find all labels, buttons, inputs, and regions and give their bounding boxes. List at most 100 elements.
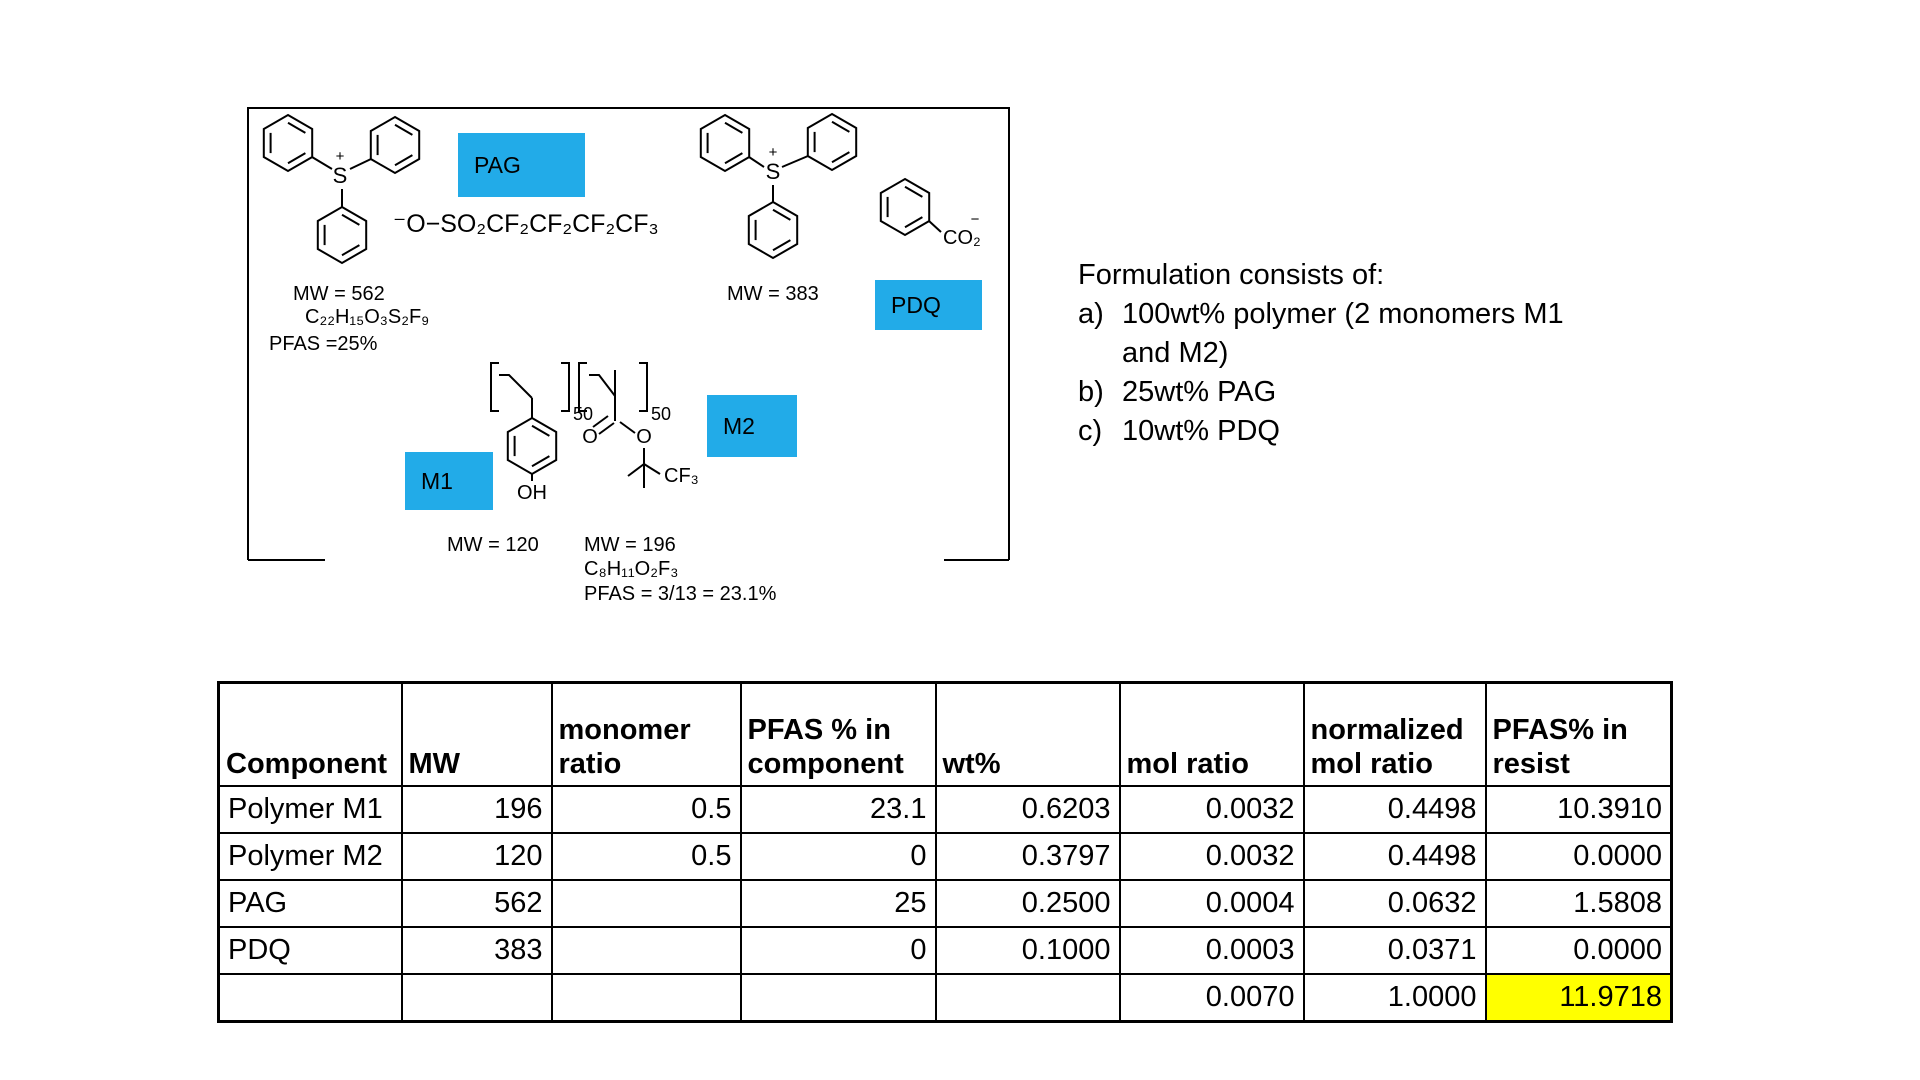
item-text-line: 25wt% PAG [1122, 376, 1277, 408]
table-cell: 0.0003 [1118, 926, 1305, 975]
table-cell: Polymer M2 [217, 832, 403, 881]
plus-charge-label: + [769, 144, 778, 161]
item-marker: a) [1078, 298, 1104, 330]
table-cell [550, 926, 742, 975]
table-row-polymer-m2: Polymer M2 120 0.5 0 0.3797 0.0032 0.449… [217, 832, 1673, 881]
pag-cation-structure: S + [262, 114, 421, 264]
table-cell: 0.0000 [1484, 832, 1673, 881]
table-cell: 0.1000 [934, 926, 1121, 975]
column-header-component: Component [217, 681, 403, 787]
m1-label-chip: M1 [405, 452, 493, 510]
header-row: Component MW monomer ratio PFAS % in com… [217, 681, 1673, 787]
item-text-line: 10wt% PDQ [1122, 415, 1280, 447]
table-cell: 120 [400, 832, 553, 881]
chemical-structures-svg: S + S + CO₂ − [247, 107, 1010, 561]
structure-box-outline [247, 107, 1010, 561]
carbonyl-oxygen-label: O [582, 426, 598, 448]
carboxylate-label: CO₂ [943, 227, 981, 249]
table-cell: 0.0371 [1302, 926, 1487, 975]
formulation-item-c: c) 10wt% PDQ [1078, 412, 1658, 451]
table-row-pag: PAG 562 25 0.2500 0.0004 0.0632 1.5808 [217, 879, 1673, 928]
repeat-bracket [490, 362, 499, 412]
item-marker: c) [1078, 415, 1103, 447]
column-header-normalized-mol-ratio: normalized mol ratio [1302, 681, 1487, 787]
pdq-label-chip: PDQ [875, 280, 982, 330]
table-cell [934, 973, 1121, 1023]
benzene-ring [747, 201, 799, 259]
benzene-ring [262, 114, 314, 172]
pdq-benzoate-structure: CO₂ − [879, 178, 981, 249]
benzene-ring [699, 114, 751, 172]
table-cell: 0 [739, 832, 937, 881]
pag-pfas-label: PFAS =25% [269, 333, 378, 355]
benzene-ring [806, 113, 858, 171]
formulation-item-b: b) 25wt% PAG [1078, 373, 1658, 412]
table-cell: 1.0000 [1302, 973, 1487, 1023]
table-cell: 562 [400, 879, 553, 928]
table-cell: 0 [739, 926, 937, 975]
table-cell [217, 973, 403, 1023]
item-text: 25wt% PAG [1122, 373, 1276, 412]
table-cell: 0.2500 [934, 879, 1121, 928]
m2-formula-label: C₈H₁₁O₂F₃ [584, 558, 679, 580]
table-cell: 0.5 [550, 785, 742, 834]
column-header-mol-ratio: mol ratio [1118, 681, 1305, 787]
column-header-monomer-ratio: monomer ratio [550, 681, 742, 787]
pag-formula-label: C₂₂H₁₅O₃S₂F₉ [305, 306, 430, 328]
table-cell: Polymer M1 [217, 785, 403, 834]
sulfur-atom-label: S [333, 163, 348, 188]
sulfur-atom-label: S [766, 159, 781, 184]
column-header-pfas-in-resist: PFAS% in resist [1484, 681, 1673, 787]
table-row-total: 0.0070 1.0000 11.9718 [217, 973, 1673, 1023]
table-cell: 0.3797 [934, 832, 1121, 881]
table-row-polymer-m1: Polymer M1 196 0.5 23.1 0.6203 0.0032 0.… [217, 785, 1673, 834]
table-cell: 0.0032 [1118, 785, 1305, 834]
table-cell: 0.0632 [1302, 879, 1487, 928]
table-cell: 0.0004 [1118, 879, 1305, 928]
benzene-ring [316, 206, 368, 264]
benzene-ring [879, 178, 931, 236]
monomer-m2-structure: O O CF₃ 50 [578, 362, 699, 488]
table-cell: 0.5 [550, 832, 742, 881]
table-row-pdq: PDQ 383 0 0.1000 0.0003 0.0371 0.0000 [217, 926, 1673, 975]
repeat-bracket [639, 362, 648, 412]
table-cell: 1.5808 [1484, 879, 1673, 928]
table-cell: 383 [400, 926, 553, 975]
table-cell: 196 [400, 785, 553, 834]
pag-label-chip: PAG [458, 133, 585, 197]
m2-mw-label: MW = 196 [584, 534, 676, 556]
table-cell [400, 973, 553, 1023]
column-header-wt-percent: wt% [934, 681, 1121, 787]
pdq-label: PDQ [891, 291, 941, 318]
pdq-mw-label: MW = 383 [727, 283, 819, 305]
formulation-item-a: a) 100wt% polymer (2 monomers M1 and M2) [1078, 295, 1658, 373]
item-text: 100wt% polymer (2 monomers M1 and M2) [1122, 295, 1564, 373]
hydroxyl-label: OH [517, 482, 547, 504]
m2-pfas-label: PFAS = 3/13 = 23.1% [584, 583, 777, 605]
m1-mw-label: MW = 120 [447, 534, 539, 556]
table-cell: PDQ [217, 926, 403, 975]
item-text-line: and M2) [1122, 337, 1229, 369]
table-cell: 0.0032 [1118, 832, 1305, 881]
repeat-bracket [578, 362, 587, 412]
m2-label: M2 [723, 412, 755, 439]
table-cell [739, 973, 937, 1023]
structure-diagram: S + S + CO₂ − [247, 107, 1010, 607]
ester-oxygen-label: O [636, 426, 652, 448]
monomer-m1-structure: OH 50 [490, 362, 593, 504]
cf3-label: CF₃ [664, 465, 699, 487]
column-header-mw: MW [400, 681, 553, 787]
pag-label: PAG [474, 151, 521, 178]
formulation-title: Formulation consists of: [1078, 259, 1385, 291]
table-cell: PAG [217, 879, 403, 928]
m2-label-chip: M2 [707, 395, 797, 457]
benzene-ring [369, 116, 421, 174]
minus-charge-label: − [971, 211, 980, 228]
m1-label: M1 [421, 467, 453, 494]
item-marker: b) [1078, 376, 1104, 408]
table-cell [550, 973, 742, 1023]
table-cell: 0.0070 [1118, 973, 1305, 1023]
benzene-ring [506, 417, 558, 475]
table-cell: 0.4498 [1302, 785, 1487, 834]
